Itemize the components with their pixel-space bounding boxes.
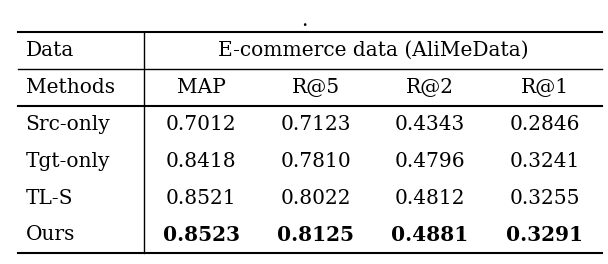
Text: Ours: Ours <box>26 225 75 244</box>
Text: MAP: MAP <box>176 78 226 97</box>
Text: R@2: R@2 <box>406 78 454 97</box>
Text: 0.4881: 0.4881 <box>392 225 469 245</box>
Text: R@1: R@1 <box>520 78 568 97</box>
Text: 0.3241: 0.3241 <box>510 152 580 171</box>
Text: 0.8523: 0.8523 <box>162 225 240 245</box>
Text: 0.4343: 0.4343 <box>395 115 465 134</box>
Text: 0.4796: 0.4796 <box>395 152 465 171</box>
Text: Tgt-only: Tgt-only <box>26 152 110 171</box>
Text: 0.8125: 0.8125 <box>277 225 354 245</box>
Text: E-commerce data (AliMeData): E-commerce data (AliMeData) <box>218 41 528 60</box>
Text: .: . <box>301 11 307 30</box>
Text: 0.4812: 0.4812 <box>395 188 465 208</box>
Text: 0.3291: 0.3291 <box>506 225 583 245</box>
Text: 0.7012: 0.7012 <box>166 115 237 134</box>
Text: 0.8418: 0.8418 <box>166 152 237 171</box>
Text: Data: Data <box>26 41 74 60</box>
Text: 0.3255: 0.3255 <box>510 188 580 208</box>
Text: 0.8022: 0.8022 <box>280 188 351 208</box>
Text: Methods: Methods <box>26 78 114 97</box>
Text: Src-only: Src-only <box>26 115 110 134</box>
Text: R@5: R@5 <box>291 78 340 97</box>
Text: 0.7123: 0.7123 <box>280 115 351 134</box>
Text: 0.8521: 0.8521 <box>166 188 237 208</box>
Text: TL-S: TL-S <box>26 188 73 208</box>
Text: 0.7810: 0.7810 <box>280 152 351 171</box>
Text: 0.2846: 0.2846 <box>510 115 580 134</box>
